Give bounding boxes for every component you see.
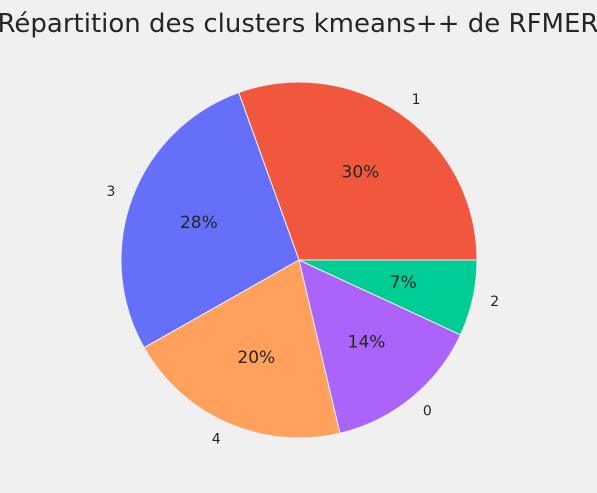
- percent-label-4: 20%: [237, 348, 275, 368]
- percent-labels: 30% 28% 20% 14% 7%: [180, 163, 417, 368]
- category-label-1: 1: [412, 92, 421, 108]
- pie-slices: [120, 81, 478, 439]
- pie-slice-3: [120, 91, 300, 349]
- category-label-3: 3: [106, 184, 115, 200]
- pie-slice-1: [238, 81, 478, 261]
- category-label-2: 2: [490, 294, 499, 310]
- percent-label-3: 28%: [180, 213, 218, 233]
- pie-slice-2: [298, 259, 478, 336]
- category-labels: 1 3 4 0 2: [106, 92, 499, 448]
- category-label-4: 4: [212, 431, 221, 447]
- pie-slice-4: [143, 259, 341, 439]
- percent-label-1: 30%: [342, 163, 380, 183]
- pie-slice-0: [298, 259, 462, 434]
- percent-label-2: 7%: [390, 273, 417, 293]
- percent-label-0: 14%: [348, 333, 386, 353]
- category-label-0: 0: [423, 404, 432, 420]
- chart-title: Répartition des clusters kmeans++ de RFM…: [0, 9, 597, 39]
